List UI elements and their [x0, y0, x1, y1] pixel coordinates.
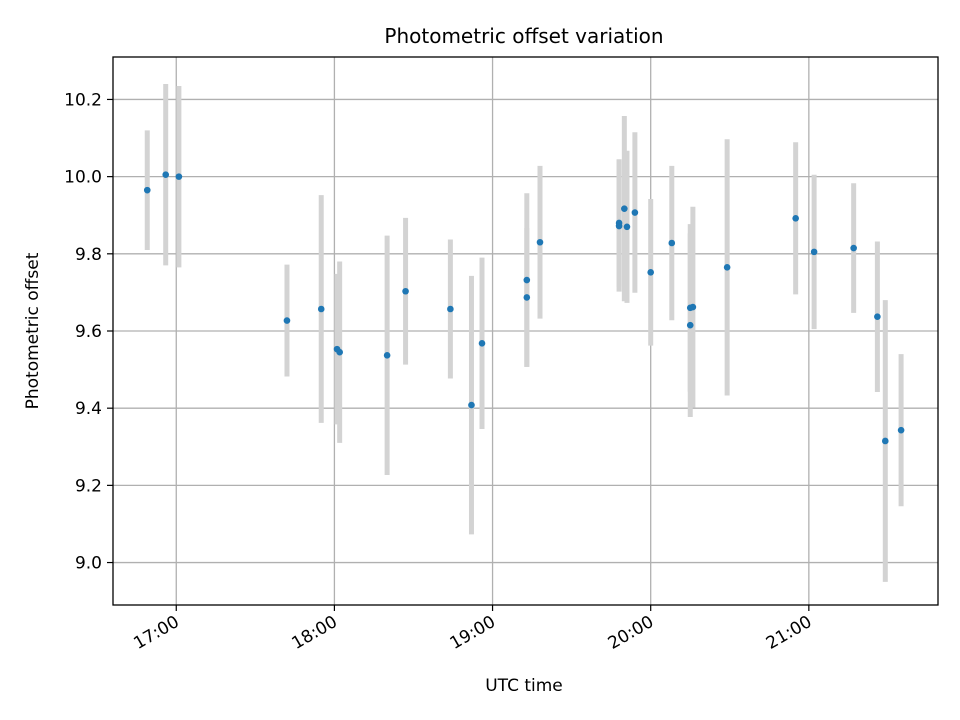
data-point [383, 352, 391, 359]
data-point [850, 244, 857, 252]
data-point [723, 264, 731, 271]
data-point [621, 205, 628, 212]
data-point [143, 186, 151, 194]
y-tick-label: 10.0 [64, 168, 102, 188]
data-point [283, 317, 291, 324]
data-point [402, 287, 409, 295]
data-point [647, 269, 654, 276]
data-point [668, 239, 676, 247]
data-point [536, 238, 544, 246]
data-point [447, 305, 454, 313]
data-point [631, 209, 639, 216]
data-point [336, 348, 343, 356]
data-point [881, 437, 889, 445]
y-tick-label: 9.0 [75, 554, 102, 574]
data-point [615, 222, 623, 230]
data-point [792, 215, 799, 222]
data-point [175, 173, 183, 180]
y-tick-label: 10.2 [64, 90, 102, 110]
data-point [686, 321, 694, 329]
data-points [143, 171, 905, 445]
data-point [523, 276, 531, 284]
data-point [623, 223, 631, 231]
y-tick-label: 9.8 [75, 245, 102, 265]
x-axis-title: UTC time [485, 676, 563, 696]
data-point [162, 171, 170, 179]
data-point [897, 426, 905, 434]
y-tick-label: 9.2 [75, 476, 102, 496]
data-point [810, 248, 818, 256]
y-axis-ticks: 9.0 9.2 9.4 9.6 9.8 10.0 10.2 [64, 90, 113, 574]
data-point [317, 305, 325, 313]
y-tick-label: 9.4 [75, 399, 102, 419]
data-point [523, 294, 531, 301]
data-point [468, 401, 475, 409]
y-tick-label: 9.6 [75, 322, 102, 342]
data-point [874, 313, 881, 321]
chart-title: Photometric offset variation [384, 24, 663, 48]
y-axis-title: Photometric offset [23, 252, 43, 409]
data-point [478, 340, 486, 347]
data-point [689, 303, 697, 311]
